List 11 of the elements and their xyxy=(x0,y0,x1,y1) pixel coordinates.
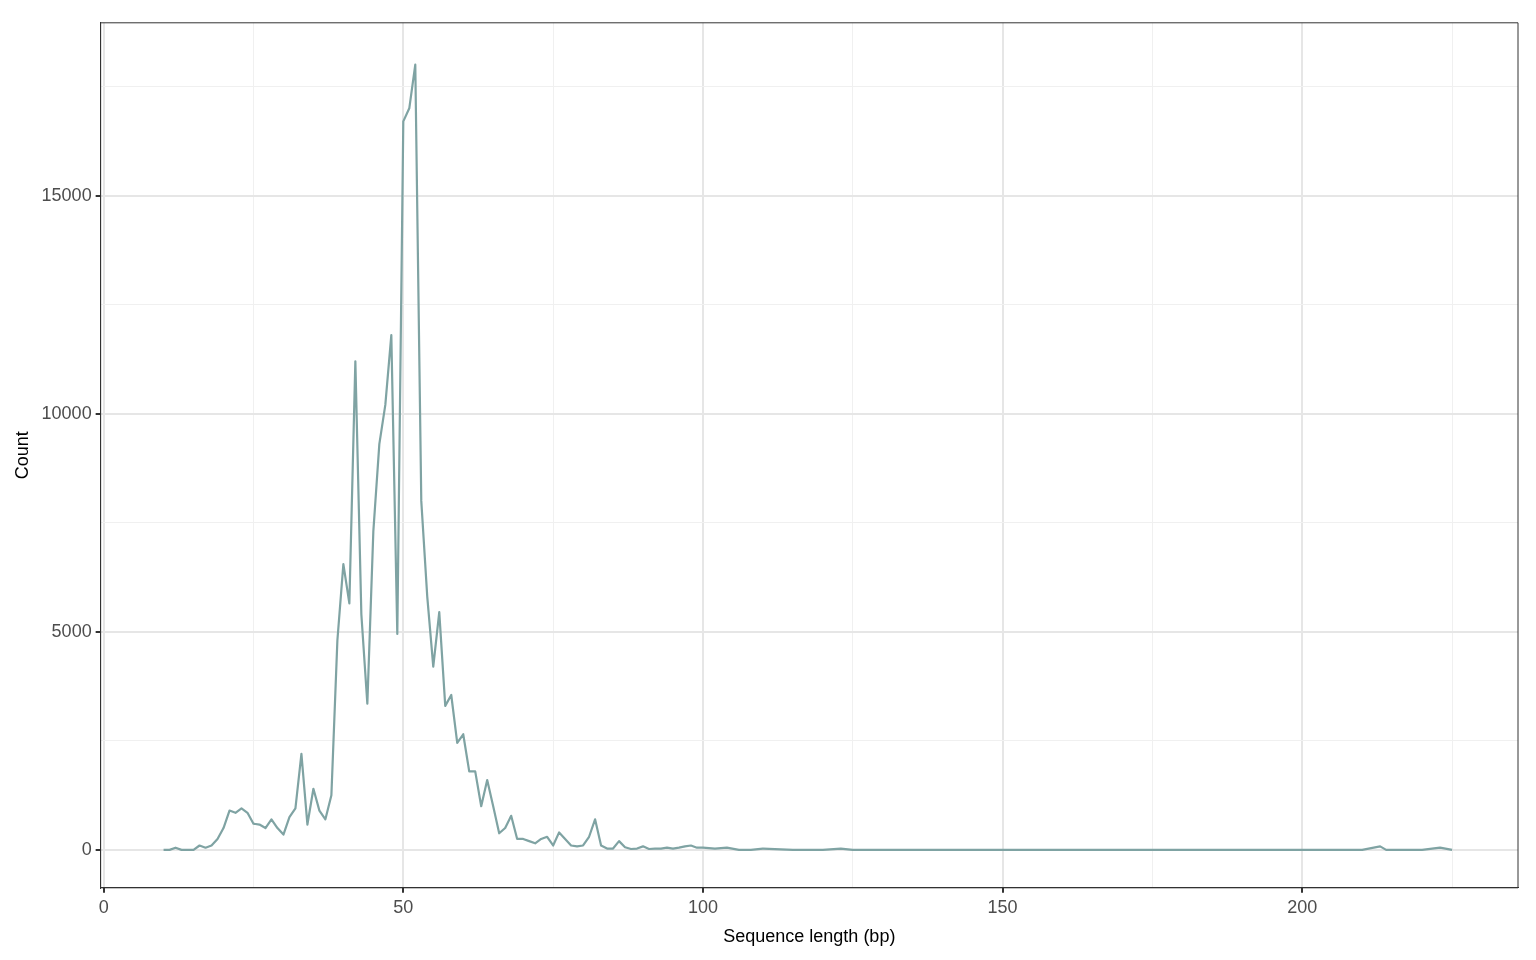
y-tick-label: 15000 xyxy=(41,184,92,205)
x-tick-label: 100 xyxy=(687,896,718,917)
y-tick-label: 10000 xyxy=(41,402,92,423)
x-tick-label: 50 xyxy=(393,896,414,917)
x-axis-title: Sequence length (bp) xyxy=(723,926,896,947)
x-tick-label: 0 xyxy=(98,896,109,917)
y-axis-title: Count xyxy=(11,431,32,480)
y-tick-label: 5000 xyxy=(51,620,92,641)
x-tick-label: 200 xyxy=(1287,896,1318,917)
y-tick-label: 0 xyxy=(81,838,92,859)
x-tick-label: 150 xyxy=(987,896,1018,917)
